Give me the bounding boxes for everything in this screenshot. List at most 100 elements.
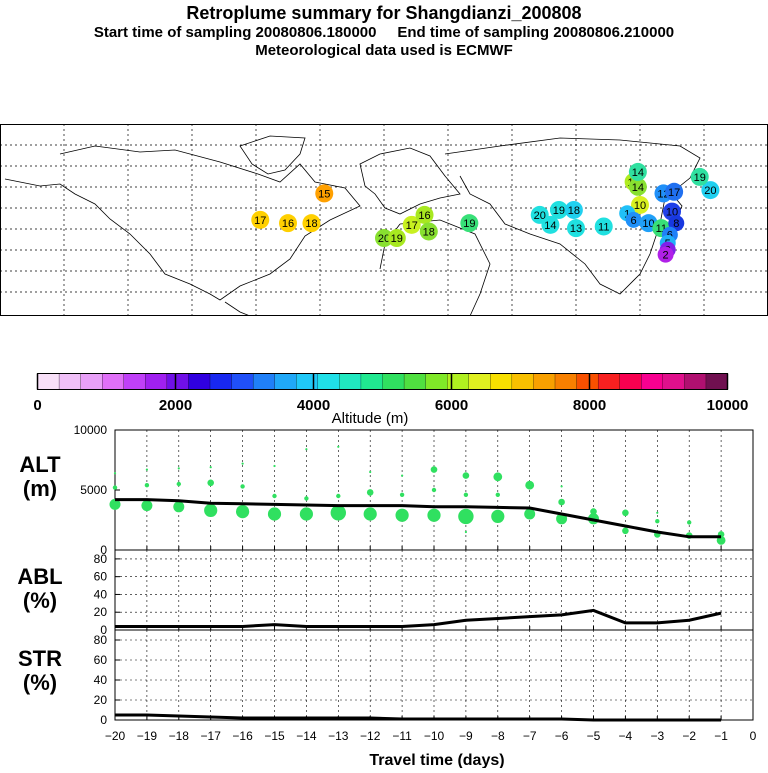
plume-cluster-circle	[279, 214, 297, 233]
colorbar-cell	[554, 373, 578, 390]
x-tick-label: −17	[201, 729, 222, 743]
y-tick-label: 20	[94, 605, 108, 619]
plume-cluster-circle	[402, 215, 421, 234]
altitude-line	[115, 498, 722, 539]
colorbar-cell	[296, 373, 319, 390]
plume-cluster-label: 2	[663, 250, 669, 262]
colorbar-tick-label: 8000	[573, 397, 606, 414]
plume-cluster-label: 14	[632, 167, 644, 179]
x-tick-label: −7	[523, 729, 537, 743]
cluster-point	[145, 468, 148, 471]
plume-cluster-label: 20	[704, 185, 716, 197]
plume-cluster-circle	[594, 217, 613, 236]
plume-cluster-label: 19	[553, 205, 565, 217]
abl-panel-label: ABL	[17, 564, 62, 589]
x-tick-label: −13	[328, 729, 349, 743]
met-data-label: Meteorological data used is ECMWF	[255, 42, 513, 59]
x-tick-label: −10	[424, 729, 445, 743]
cluster-point	[207, 479, 214, 487]
colorbar-tick-label: 4000	[297, 397, 330, 414]
y-tick-label: 20	[94, 693, 108, 707]
cluster-point	[144, 483, 150, 488]
plume-cluster-label: 15	[318, 188, 330, 200]
plume-cluster-label: 6	[631, 215, 637, 227]
cluster-point	[524, 508, 536, 520]
colorbar-cell	[511, 373, 534, 390]
colorbar-cell	[533, 373, 556, 390]
cluster-point	[525, 480, 535, 490]
cluster-point	[463, 492, 469, 497]
x-tick-label: −1	[714, 729, 728, 743]
plume-cluster-circle	[387, 229, 406, 248]
colorbar-cells	[37, 373, 728, 390]
cluster-point	[330, 505, 346, 521]
x-axis-title: Travel time (days)	[369, 752, 504, 768]
plume-cluster-circle	[541, 215, 560, 234]
y-tick-label: 40	[94, 673, 108, 687]
end-time-label: End time of sampling 20080806.210000	[397, 24, 675, 41]
cluster-point	[622, 527, 629, 535]
x-tick-label: −6	[555, 729, 569, 743]
colorbar-cell	[339, 373, 362, 390]
cluster-point	[401, 474, 404, 477]
colorbar-cell	[684, 373, 707, 390]
cluster-point	[109, 498, 121, 510]
cluster-point	[622, 509, 629, 517]
y-tick-label: 5000	[80, 483, 107, 497]
altitude-colorbar: 0 2000 4000 6000 8000 10000 Altitude (m)	[0, 368, 768, 428]
cluster-point	[241, 462, 244, 465]
str-panel-unit: (%)	[23, 670, 57, 695]
colorbar-cell	[705, 373, 728, 390]
colorbar-cell	[102, 373, 125, 390]
plume-cluster-circle	[665, 182, 684, 201]
x-tick-label: −9	[459, 729, 473, 743]
plume-cluster-label: 19	[463, 218, 475, 230]
cluster-point	[462, 472, 470, 479]
cluster-point	[173, 501, 185, 513]
y-tick-label: 0	[100, 713, 107, 727]
colorbar-cell	[317, 373, 340, 390]
colorbar-cell	[641, 373, 664, 390]
colorbar-cell	[490, 373, 513, 390]
colorbar-cell	[252, 373, 276, 390]
plume-cluster-circle	[419, 222, 438, 241]
panel-1: 0 5000 10000	[74, 423, 754, 557]
plume-cluster-label: 10	[642, 218, 654, 230]
abl-line	[115, 608, 722, 628]
cluster-point	[493, 472, 503, 482]
plume-cluster-circle	[375, 229, 393, 248]
plume-cluster-label: 18	[423, 226, 435, 238]
x-tick-label: −12	[360, 729, 381, 743]
plume-cluster-circle	[628, 162, 647, 181]
coastline-north-america	[4, 145, 361, 316]
plume-cluster-circle	[251, 210, 270, 229]
colorbar-cell	[619, 373, 642, 390]
plume-cluster-label: 11	[598, 221, 609, 233]
colorbar-cell	[123, 373, 146, 390]
plume-clusters: 1517161820191716181920141918131113141016…	[251, 162, 720, 263]
panel-2: 0 20 40 60 80	[94, 549, 754, 637]
cluster-point	[176, 481, 181, 487]
plume-cluster-label: 13	[570, 223, 582, 235]
str-panel-label: STR	[18, 646, 62, 671]
x-tick-label: −19	[137, 729, 158, 743]
colorbar-tick-label: 0	[33, 397, 41, 414]
cluster-point	[655, 519, 660, 524]
plume-cluster-circle	[657, 246, 674, 263]
colorbar-cell	[37, 373, 60, 390]
plume-cluster-label: 10	[634, 200, 646, 212]
cluster-point	[366, 489, 374, 496]
y-tick-label: 40	[94, 587, 108, 601]
cluster-point	[399, 492, 405, 497]
cluster-point	[369, 470, 372, 474]
cluster-point	[395, 508, 409, 522]
x-tick-label: −5	[587, 729, 601, 743]
plume-cluster-label: 19	[694, 172, 706, 184]
cluster-point	[273, 464, 276, 468]
cluster-point	[272, 493, 277, 499]
y-tick-label: 60	[94, 570, 108, 584]
colorbar-cell	[576, 373, 599, 390]
plume-cluster-circle	[628, 177, 647, 196]
colorbar-tick-label: 6000	[435, 397, 468, 414]
y-tick-label: 60	[94, 653, 108, 667]
